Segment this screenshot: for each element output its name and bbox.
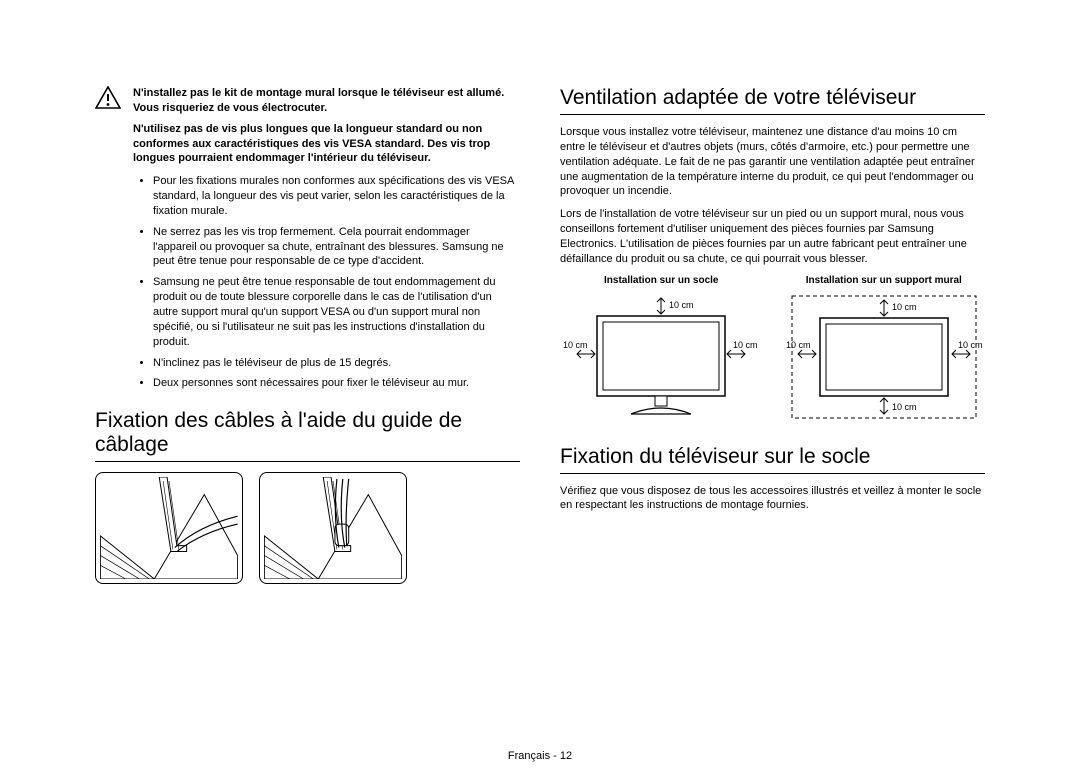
section-heading-cables: Fixation des câbles à l'aide du guide de…: [95, 409, 520, 462]
page-footer: Français - 12: [0, 750, 1080, 762]
warning-block-1: N'installez pas le kit de montage mural …: [95, 86, 520, 116]
cable-diagram-row: [95, 472, 520, 584]
bullet-item: N'inclinez pas le téléviseur de plus de …: [153, 356, 516, 371]
section-heading-socle: Fixation du téléviseur sur le socle: [560, 445, 985, 474]
warning-bullet-list: Pour les fixations murales non conformes…: [153, 174, 520, 391]
bullet-item: Ne serrez pas les vis trop fermement. Ce…: [153, 225, 516, 270]
bullet-item: Samsung ne peut être tenue responsable d…: [153, 275, 516, 349]
bullet-item: Deux personnes sont nécessaires pour fix…: [153, 376, 516, 391]
section-heading-ventilation: Ventilation adaptée de votre téléviseur: [560, 86, 985, 115]
install-stand-block: Installation sur un socle 10 cm 10 cm: [560, 275, 763, 427]
install-stand-title: Installation sur un socle: [560, 275, 763, 286]
dist-label: 10 cm: [733, 340, 758, 350]
two-column-layout: N'installez pas le kit de montage mural …: [95, 86, 985, 584]
cable-diagram-2: [259, 472, 407, 584]
warning-text-1: N'installez pas le kit de montage mural …: [133, 86, 520, 116]
dist-label: 10 cm: [669, 300, 694, 310]
warning-icon: [95, 86, 121, 110]
install-wall-block: Installation sur un support mural 10 cm …: [783, 275, 986, 427]
dist-label: 10 cm: [786, 340, 811, 350]
left-column: N'installez pas le kit de montage mural …: [95, 86, 520, 584]
dist-label: 10 cm: [958, 340, 983, 350]
bullet-item: Pour les fixations murales non conformes…: [153, 174, 516, 219]
dist-label: 10 cm: [892, 302, 917, 312]
dist-label: 10 cm: [563, 340, 588, 350]
install-wall-diagram: 10 cm 10 cm 10 cm 10 cm: [784, 292, 984, 422]
warning-text-2: N'utilisez pas de vis plus longues que l…: [133, 122, 520, 167]
install-stand-diagram: 10 cm 10 cm 10 cm: [561, 292, 761, 422]
socle-paragraph: Vérifiez que vous disposez de tous les a…: [560, 484, 985, 514]
dist-label: 10 cm: [892, 402, 917, 412]
right-column: Ventilation adaptée de votre téléviseur …: [560, 86, 985, 584]
cable-diagram-1: [95, 472, 243, 584]
installation-diagram-row: Installation sur un socle 10 cm 10 cm: [560, 275, 985, 427]
ventilation-paragraph-2: Lors de l'installation de votre télévise…: [560, 207, 985, 266]
install-wall-title: Installation sur un support mural: [783, 275, 986, 286]
ventilation-paragraph-1: Lorsque vous installez votre téléviseur,…: [560, 125, 985, 199]
